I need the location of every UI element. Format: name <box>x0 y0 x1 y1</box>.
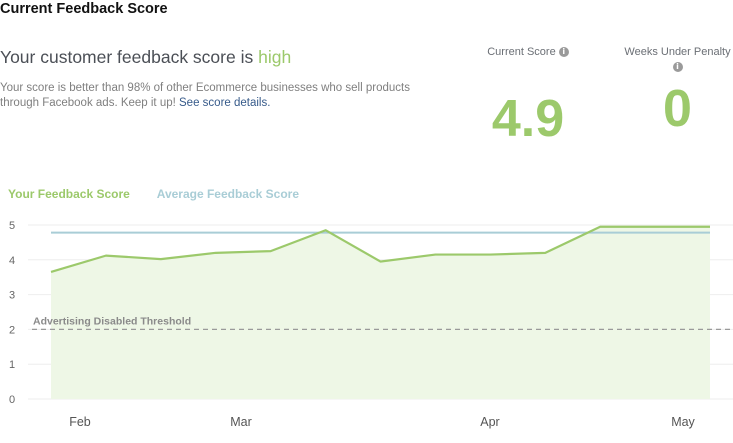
info-icon[interactable]: i <box>672 62 683 72</box>
y-tick-label: 5 <box>9 220 15 232</box>
legend-average-feedback-score[interactable]: Average Feedback Score <box>156 187 300 201</box>
page-title: Current Feedback Score <box>0 1 168 17</box>
current-score-label: Current Score <box>487 46 556 58</box>
y-axis: 0 1 2 3 4 5 <box>9 220 15 406</box>
score-description: Your score is better than 98% of other E… <box>0 81 430 111</box>
description-text: Your score is better than 98% of other E… <box>0 82 410 109</box>
x-tick-label: Mar <box>230 415 252 429</box>
current-score-value: 4.9 <box>491 90 565 148</box>
info-icon[interactable]: i <box>558 47 569 57</box>
x-tick-label: Feb <box>69 415 91 429</box>
weeks-under-penalty-metric: Weeks Under Penalty i 0 <box>610 46 733 135</box>
y-tick-label: 3 <box>9 290 15 302</box>
weeks-under-penalty-label: Weeks Under Penalty <box>624 46 731 58</box>
y-tick-label: 1 <box>9 359 15 371</box>
weeks-under-penalty-value: 0 <box>663 80 692 138</box>
x-tick-label: May <box>671 415 695 429</box>
your-feedback-score-line <box>50 225 710 274</box>
y-tick-label: 4 <box>9 255 15 267</box>
current-score-label-row: Current Score i <box>478 46 578 59</box>
chart-legend: Your Feedback Score Average Feedback Sco… <box>8 187 323 201</box>
y-tick-label: 0 <box>9 394 15 406</box>
current-score-metric: Current Score i 4.9 <box>478 46 578 145</box>
score-headline: Your customer feedback score is high <box>0 47 291 68</box>
legend-your-feedback-score[interactable]: Your Feedback Score <box>8 187 130 201</box>
see-score-details-link[interactable]: See score details. <box>179 97 271 109</box>
headline-prefix: Your customer feedback score is <box>0 47 259 67</box>
score-level: high <box>258 47 292 67</box>
x-axis: Feb Mar Apr May <box>69 415 695 429</box>
x-tick-label: Apr <box>480 415 499 429</box>
feedback-score-area <box>51 226 710 399</box>
threshold-label: Advertising Disabled Threshold <box>33 315 191 327</box>
feedback-score-chart: Advertising Disabled Threshold 0 1 2 3 4 5 Fe… <box>9 220 733 429</box>
y-tick-label: 2 <box>9 324 15 336</box>
